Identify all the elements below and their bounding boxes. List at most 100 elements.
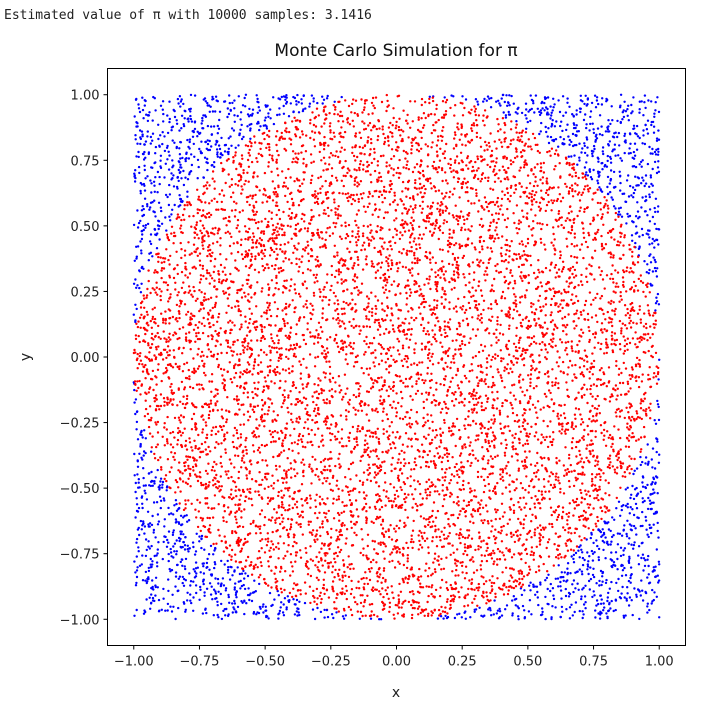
point-inside xyxy=(297,204,301,207)
point-inside xyxy=(512,363,515,366)
point-inside xyxy=(561,425,564,428)
point-outside xyxy=(602,548,605,552)
point-inside xyxy=(302,162,305,165)
point-inside xyxy=(256,281,259,284)
point-inside xyxy=(366,594,369,597)
point-outside xyxy=(634,241,637,245)
point-inside xyxy=(190,225,193,228)
point-inside xyxy=(384,361,387,364)
point-inside xyxy=(468,161,471,164)
point-outside xyxy=(166,114,169,117)
point-inside xyxy=(418,539,421,543)
point-inside xyxy=(461,305,465,308)
point-inside xyxy=(425,585,428,588)
point-inside xyxy=(289,528,292,531)
point-inside xyxy=(593,407,597,410)
point-inside xyxy=(535,545,538,548)
point-inside xyxy=(537,259,540,262)
point-outside xyxy=(151,119,154,122)
point-inside xyxy=(309,181,313,185)
point-inside xyxy=(605,199,608,202)
point-inside xyxy=(580,273,583,277)
point-inside xyxy=(496,200,499,203)
point-inside xyxy=(507,178,510,181)
point-outside xyxy=(592,541,595,545)
point-inside xyxy=(258,513,262,516)
point-inside xyxy=(431,536,435,539)
point-inside xyxy=(583,207,586,211)
point-inside xyxy=(484,440,487,444)
point-outside xyxy=(648,195,651,199)
point-inside xyxy=(599,475,602,478)
point-outside xyxy=(272,96,275,99)
point-inside xyxy=(460,461,463,464)
point-inside xyxy=(271,199,275,202)
point-outside xyxy=(183,544,187,547)
point-inside xyxy=(519,430,522,433)
point-inside xyxy=(181,231,184,235)
point-inside xyxy=(490,440,494,443)
point-inside xyxy=(241,284,244,287)
point-outside xyxy=(641,485,645,488)
point-inside xyxy=(325,231,328,234)
point-inside xyxy=(498,409,501,412)
point-inside xyxy=(277,542,280,545)
point-inside xyxy=(466,460,469,463)
point-outside xyxy=(137,550,140,553)
point-inside xyxy=(584,516,587,520)
point-inside xyxy=(609,277,612,280)
point-inside xyxy=(418,177,421,180)
point-outside xyxy=(133,401,136,404)
point-inside xyxy=(436,490,439,493)
point-inside xyxy=(343,524,346,527)
point-inside xyxy=(332,497,335,500)
point-inside xyxy=(289,331,292,334)
point-inside xyxy=(208,282,211,285)
point-outside xyxy=(537,603,540,607)
point-outside xyxy=(243,577,246,580)
point-outside xyxy=(133,474,136,477)
point-inside xyxy=(428,567,431,570)
point-inside xyxy=(528,529,532,533)
point-inside xyxy=(260,398,264,402)
point-outside xyxy=(614,599,618,602)
point-outside xyxy=(358,617,361,620)
point-inside xyxy=(558,430,561,433)
point-inside xyxy=(564,182,567,186)
point-inside xyxy=(331,432,334,436)
point-inside xyxy=(388,164,391,167)
point-inside xyxy=(512,212,515,215)
point-inside xyxy=(485,591,488,594)
point-inside xyxy=(334,211,337,214)
point-inside xyxy=(579,488,582,492)
point-outside xyxy=(653,569,656,572)
point-outside xyxy=(550,616,553,619)
point-inside xyxy=(468,281,471,284)
point-outside xyxy=(144,437,147,440)
point-outside xyxy=(148,522,152,525)
point-outside xyxy=(144,226,147,229)
point-inside xyxy=(430,211,433,215)
point-outside xyxy=(174,571,178,574)
point-inside xyxy=(303,227,307,230)
point-inside xyxy=(412,519,415,523)
point-inside xyxy=(198,383,201,386)
point-inside xyxy=(406,160,409,163)
point-outside xyxy=(644,182,648,185)
point-outside xyxy=(137,221,141,225)
point-inside xyxy=(577,176,580,180)
point-outside xyxy=(651,215,655,219)
point-outside xyxy=(166,195,169,199)
point-inside xyxy=(340,224,343,227)
point-outside xyxy=(492,613,495,616)
point-inside xyxy=(432,394,435,397)
point-outside xyxy=(134,584,138,587)
point-inside xyxy=(548,342,551,346)
point-inside xyxy=(218,490,221,493)
point-outside xyxy=(657,110,661,114)
point-inside xyxy=(492,160,495,163)
point-outside xyxy=(586,174,590,177)
point-inside xyxy=(261,132,264,135)
point-inside xyxy=(408,241,412,244)
point-inside xyxy=(555,199,559,203)
